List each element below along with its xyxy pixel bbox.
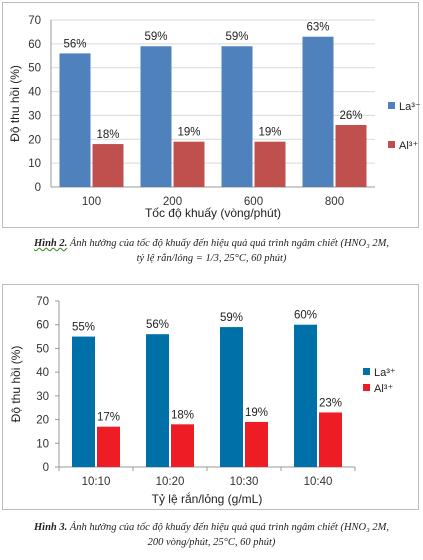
bar-la <box>302 36 334 188</box>
data-label: 18% <box>96 129 119 141</box>
bar-la <box>294 324 317 467</box>
data-label: 59% <box>225 31 248 43</box>
data-label: 60% <box>294 310 317 322</box>
caption-prefix: Hình 2. <box>33 238 68 249</box>
x-axis-title: Tốc độ khuấy (vòng/phút) <box>145 206 281 220</box>
legend-label-la: La³⁻ <box>399 101 420 113</box>
caption-prefix: Hình 3. <box>33 522 68 533</box>
x-tick-label: 10:20 <box>156 476 185 488</box>
legend-swatch-la <box>363 368 370 375</box>
y-tick-label: 0 <box>43 462 49 474</box>
figure-3: 0 10 20 30 40 50 60 70 55% 17% 10:10 56% 18% 10:20 59%… <box>0 282 423 514</box>
y-tick-label: 10 <box>28 158 41 170</box>
y-tick-label: 50 <box>28 63 41 75</box>
bar-la <box>146 334 169 467</box>
x-tick-label: 100 <box>82 196 101 208</box>
caption-line-1: Ảnh hưởng của tốc độ khuấy đến hiệu quả … <box>69 238 390 249</box>
bar-al <box>97 426 120 467</box>
bar-al <box>173 141 205 187</box>
data-label: 17% <box>97 412 120 424</box>
figure-2: 0 10 20 30 40 50 60 70 56% 18% 100 59% 19% 200 59% 19% 6… <box>0 0 423 264</box>
y-axis-title: Độ thu hồi (%) <box>9 346 23 423</box>
data-label: 19% <box>258 127 281 139</box>
data-label: 55% <box>72 322 95 334</box>
y-tick-label: 40 <box>28 87 41 99</box>
data-label: 18% <box>171 409 194 421</box>
y-tick-label: 60 <box>36 320 49 332</box>
bar-al <box>254 141 286 187</box>
bar-al <box>319 412 342 467</box>
bar-la <box>220 327 243 467</box>
y-tick-label: 60 <box>28 39 41 51</box>
bar-la <box>140 46 172 187</box>
bar-la <box>59 53 91 188</box>
legend-swatch-la <box>388 102 395 109</box>
caption-line-2: tỷ lệ rắn/lỏng = 1/3, 25°C, 60 phút) <box>136 253 287 264</box>
y-tick-label: 30 <box>28 110 41 122</box>
x-tick-label: 200 <box>163 196 182 208</box>
x-tick-label: 10:30 <box>230 476 259 488</box>
legend-label-al: Al³⁺ <box>374 383 393 395</box>
figure-caption: Hình 2. Ảnh hưởng của tốc độ khuấy đến h… <box>0 236 423 266</box>
y-tick-label: 20 <box>28 134 41 146</box>
y-tick-label: 20 <box>36 415 49 427</box>
data-label: 63% <box>306 22 329 34</box>
x-tick-label: 800 <box>325 196 344 208</box>
caption-line-1: Ảnh hưởng của tốc độ khuấy đến hiệu quả … <box>69 522 390 533</box>
chart-frame: 0 10 20 30 40 50 60 70 56% 18% 100 59% 19% 200 59% 19% 6… <box>2 2 420 228</box>
y-tick-label: 50 <box>36 343 49 355</box>
bar-chart-solid-liquid-ratio: 0 10 20 30 40 50 60 70 55% 17% 10:10 56% 18% 10:20 59%… <box>9 296 396 506</box>
x-tick-label: 10:40 <box>304 476 333 488</box>
legend-label-la: La³⁺ <box>374 367 396 379</box>
data-label: 56% <box>63 38 86 50</box>
y-tick-label: 40 <box>36 367 49 379</box>
data-label: 59% <box>220 312 243 324</box>
legend-swatch-al <box>388 141 395 148</box>
bar-al <box>245 421 268 467</box>
x-axis-title: Tỷ lệ rắn/lỏng (g/mL) <box>152 491 263 506</box>
bar-al <box>171 424 194 467</box>
data-label: 19% <box>245 407 268 419</box>
caption-line-2: 200 vòng/phút, 25°C, 60 phút) <box>147 537 276 548</box>
y-tick-label: 30 <box>36 391 49 403</box>
y-tick-label: 70 <box>36 296 49 308</box>
data-label: 19% <box>177 127 200 139</box>
bar-al <box>92 144 124 187</box>
bar-la <box>72 336 95 467</box>
legend-label-al: Al³⁺ <box>399 140 418 152</box>
legend-swatch-al <box>363 384 370 391</box>
chart-frame: 0 10 20 30 40 50 60 70 55% 17% 10:10 56% 18% 10:20 59%… <box>2 284 419 510</box>
figure-caption: Hình 3. Ảnh hưởng của tốc độ khuấy đến h… <box>0 520 423 550</box>
data-label: 56% <box>146 319 169 331</box>
y-axis-title: Độ thu hồi (%) <box>8 65 22 142</box>
y-tick-label: 10 <box>36 438 49 450</box>
data-label: 59% <box>144 31 167 43</box>
y-tick-label: 70 <box>28 15 41 27</box>
bar-la <box>221 46 253 187</box>
data-label: 26% <box>339 110 362 122</box>
y-tick-label: 0 <box>35 182 41 194</box>
x-tick-label: 10:10 <box>82 476 111 488</box>
bar-al <box>335 124 367 187</box>
x-tick-label: 600 <box>244 196 263 208</box>
data-label: 23% <box>319 397 342 409</box>
bar-chart-stirring-speed: 0 10 20 30 40 50 60 70 56% 18% 100 59% 19% 200 59% 19% 6… <box>8 15 420 220</box>
